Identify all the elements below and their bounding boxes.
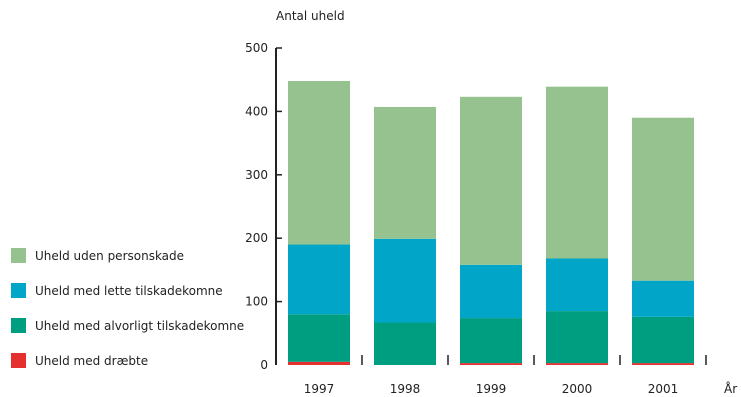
legend-swatch (11, 353, 26, 368)
legend-swatch (11, 318, 26, 333)
axes (275, 47, 707, 365)
bar-segment (632, 316, 694, 364)
bar-segment (546, 86, 608, 259)
bars (288, 80, 694, 365)
x-tick-labels: 1997 1998 1999 2000 2001 (304, 382, 679, 396)
bar-segment (374, 106, 436, 239)
bar-segment (374, 238, 436, 323)
legend-swatch (11, 248, 26, 263)
y-tick-label: 200 (245, 231, 268, 245)
legend-label: Uheld med lette tilskadekomne (35, 284, 223, 298)
y-tick-label: 0 (260, 358, 268, 372)
bar-segment (460, 96, 522, 265)
legend-label: Uheld uden personskade (35, 249, 184, 263)
x-tick-label: 1997 (304, 382, 335, 396)
bar-segment (632, 117, 694, 281)
bar-segment (460, 264, 522, 319)
bar-segment (546, 258, 608, 312)
y-axis-title: Antal uheld (276, 9, 345, 23)
legend-label: Uheld med alvorligt tilskadekomne (35, 319, 244, 333)
y-tick-label: 500 (245, 41, 268, 55)
bar-segment (288, 361, 350, 365)
bar-segment (632, 280, 694, 317)
y-tick-labels: 0 100 200 300 400 500 (245, 41, 268, 372)
x-tick-label: 2000 (562, 382, 593, 396)
bar-segment (546, 311, 608, 364)
y-tick-label: 400 (245, 104, 268, 118)
legend: Uheld uden personskade Uheld med lette ti… (11, 248, 244, 368)
legend-label: Uheld med dræbte (35, 354, 148, 368)
y-tick-label: 300 (245, 168, 268, 182)
bar-segment (632, 363, 694, 365)
bar-segment (288, 314, 350, 362)
bar-segment (374, 322, 436, 365)
y-tick-label: 100 (245, 295, 268, 309)
x-axis-title: År (724, 381, 737, 396)
bar-segment (460, 363, 522, 365)
x-tick-label: 1999 (476, 382, 507, 396)
bar-segment (546, 363, 608, 365)
x-tick-label: 2001 (648, 382, 679, 396)
bar-segment (460, 318, 522, 364)
legend-swatch (11, 283, 26, 298)
bar-segment (288, 244, 350, 315)
x-tick-label: 1998 (390, 382, 421, 396)
bar-segment (288, 80, 350, 245)
